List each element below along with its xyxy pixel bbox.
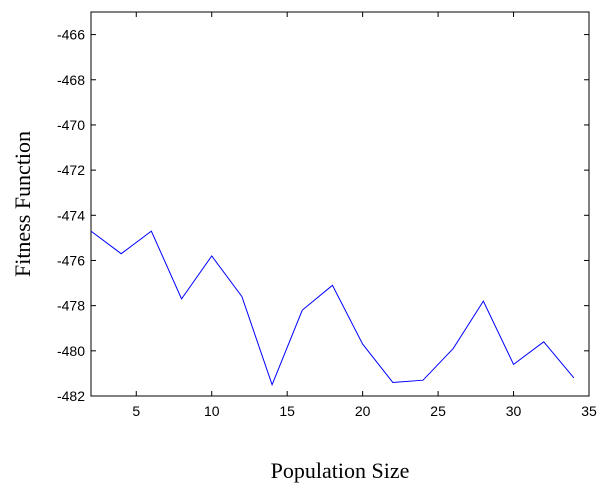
y-tick-label: -476: [57, 252, 85, 268]
x-axis-title: Population Size: [271, 458, 410, 483]
y-tick-label: -466: [57, 27, 85, 43]
x-tick-label: 35: [581, 403, 597, 419]
x-tick-label: 20: [355, 403, 371, 419]
y-tick-label: -482: [57, 388, 85, 404]
x-tick-label: 10: [204, 403, 220, 419]
x-tick-label: 15: [279, 403, 295, 419]
x-tick-label: 25: [430, 403, 446, 419]
y-tick-label: -474: [57, 207, 85, 223]
y-tick-label: -468: [57, 72, 85, 88]
series-line: [90, 230, 575, 387]
y-tick-label: -470: [57, 117, 85, 133]
series-layer: [90, 230, 575, 387]
x-tick-label: 30: [506, 403, 522, 419]
x-tick-label: 5: [132, 403, 140, 419]
y-tick-label: -472: [57, 162, 85, 178]
y-axis-title: Fitness Function: [10, 131, 35, 277]
axis-ticks: 5 10 15 20 25 30 35 -482 -480 -478 -476 -474 -472 -47…: [57, 12, 597, 419]
y-tick-label: -480: [57, 343, 85, 359]
y-tick-label: -478: [57, 298, 85, 314]
plot-area: [90, 11, 590, 397]
